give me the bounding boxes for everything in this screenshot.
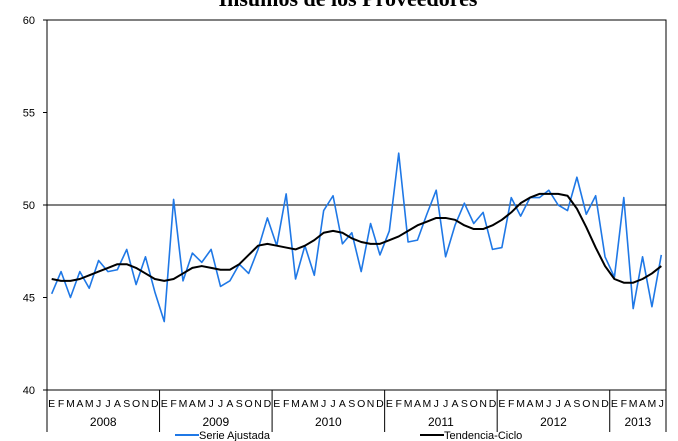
x-tick-label: M xyxy=(197,398,206,410)
x-tick-label: J xyxy=(321,398,326,410)
x-tick-label: A xyxy=(189,398,196,410)
x-tick-label: N xyxy=(254,398,262,410)
x-tick-label: N xyxy=(142,398,150,410)
x-tick-label: J xyxy=(443,398,448,410)
x-tick-label: J xyxy=(546,398,551,410)
x-tick-label: J xyxy=(434,398,439,410)
y-tick-label: 60 xyxy=(23,15,35,27)
x-tick-label: D xyxy=(376,398,384,410)
x-tick-label: S xyxy=(573,398,580,410)
year-label: 2010 xyxy=(315,415,342,429)
x-tick-label: M xyxy=(179,398,188,410)
legend-label: Serie Ajustada xyxy=(199,430,271,441)
x-tick-label: A xyxy=(414,398,421,410)
y-tick-label: 55 xyxy=(23,108,35,120)
year-label: 2008 xyxy=(90,415,117,429)
legend-label: Tendencia-Ciclo xyxy=(444,430,522,441)
x-tick-label: M xyxy=(516,398,525,410)
y-tick-label: 50 xyxy=(23,200,35,212)
x-tick-label: D xyxy=(264,398,272,410)
year-label: 2013 xyxy=(625,415,652,429)
x-tick-label: J xyxy=(330,398,335,410)
x-tick-label: F xyxy=(621,398,627,410)
x-tick-label: A xyxy=(639,398,646,410)
x-tick-label: A xyxy=(226,398,233,410)
series-line xyxy=(50,152,663,323)
x-tick-label: S xyxy=(461,398,468,410)
x-tick-label: S xyxy=(123,398,130,410)
x-tick-label: F xyxy=(395,398,401,410)
x-tick-label: M xyxy=(535,398,544,410)
x-tick-label: N xyxy=(479,398,487,410)
x-tick-label: F xyxy=(170,398,176,410)
x-tick-label: J xyxy=(659,398,664,410)
x-tick-label: J xyxy=(556,398,561,410)
x-tick-label: O xyxy=(582,398,590,410)
x-tick-label: M xyxy=(85,398,94,410)
x-tick-label: N xyxy=(592,398,600,410)
x-tick-label: D xyxy=(489,398,497,410)
x-tick-label: J xyxy=(209,398,214,410)
x-tick-label: O xyxy=(245,398,253,410)
x-tick-label: A xyxy=(114,398,121,410)
x-tick-label: J xyxy=(105,398,110,410)
x-tick-label: E xyxy=(386,398,393,410)
x-tick-label: N xyxy=(367,398,375,410)
x-tick-label: A xyxy=(301,398,308,410)
x-tick-label: D xyxy=(151,398,159,410)
chart-title: Insumos de los Proveedores xyxy=(219,0,478,11)
x-tick-label: E xyxy=(161,398,168,410)
x-tick-label: E xyxy=(498,398,505,410)
x-tick-label: E xyxy=(48,398,55,410)
x-tick-label: J xyxy=(218,398,223,410)
x-tick-label: M xyxy=(648,398,657,410)
y-tick-label: 40 xyxy=(23,385,35,397)
x-tick-label: J xyxy=(96,398,101,410)
x-tick-label: M xyxy=(310,398,319,410)
x-tick-label: A xyxy=(76,398,83,410)
x-tick-label: O xyxy=(470,398,478,410)
year-label: 2012 xyxy=(540,415,567,429)
x-tick-label: M xyxy=(422,398,431,410)
x-tick-label: D xyxy=(601,398,609,410)
x-tick-label: S xyxy=(236,398,243,410)
year-label: 2009 xyxy=(202,415,229,429)
year-label: 2011 xyxy=(428,415,454,429)
x-tick-label: A xyxy=(526,398,533,410)
x-tick-label: M xyxy=(629,398,638,410)
x-tick-label: A xyxy=(451,398,458,410)
x-tick-label: F xyxy=(283,398,289,410)
x-tick-label: O xyxy=(357,398,365,410)
series-line xyxy=(51,192,662,284)
x-tick-label: E xyxy=(273,398,280,410)
x-tick-label: M xyxy=(291,398,300,410)
x-tick-label: M xyxy=(66,398,75,410)
x-tick-label: M xyxy=(404,398,413,410)
x-tick-label: A xyxy=(564,398,571,410)
x-tick-label: O xyxy=(132,398,140,410)
x-tick-label: E xyxy=(611,398,618,410)
x-tick-label: S xyxy=(348,398,355,410)
x-tick-label: F xyxy=(508,398,514,410)
y-tick-label: 45 xyxy=(23,293,35,305)
x-tick-label: A xyxy=(339,398,346,410)
x-tick-label: F xyxy=(58,398,64,410)
